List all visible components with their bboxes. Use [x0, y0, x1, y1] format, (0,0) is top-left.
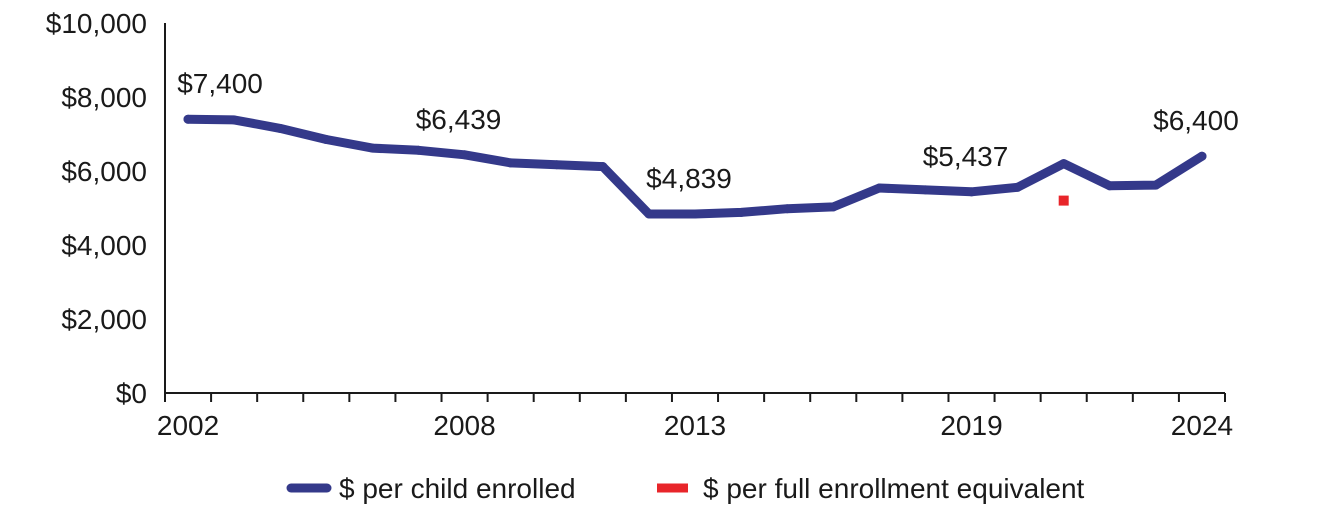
data-point-per-child — [275, 123, 285, 133]
data-point-per-child — [552, 160, 562, 170]
data-point-per-child — [598, 162, 608, 172]
legend-item-per-full-enrollment: $ per full enrollment equivalent — [657, 473, 1085, 504]
data-point-per-child — [413, 145, 423, 155]
data-label: $5,437 — [923, 141, 1009, 172]
data-labels: $7,400 $6,439 $4,839 $5,437 $6,400 — [177, 68, 1239, 194]
y-tick-label: $8,000 — [61, 82, 147, 113]
x-tick-label: 2008 — [433, 410, 495, 441]
data-point-per-child — [1151, 180, 1161, 190]
data-label: $7,400 — [177, 68, 263, 99]
x-tick-label: 2024 — [1171, 410, 1233, 441]
data-point-per-child — [183, 114, 193, 124]
data-point-per-child — [920, 185, 930, 195]
y-axis-ticks: $0 $2,000 $4,000 $6,000 $8,000 $10,000 — [46, 8, 147, 409]
data-point-per-child — [1059, 159, 1069, 169]
data-point-per-child — [1197, 151, 1207, 161]
y-tick-label: $4,000 — [61, 230, 147, 261]
y-tick-label: $10,000 — [46, 8, 147, 39]
legend-label-per-child: $ per child enrolled — [339, 473, 576, 504]
data-point-per-child — [1105, 181, 1115, 191]
data-point-per-child — [967, 187, 977, 197]
legend-label-per-full-enrollment: $ per full enrollment equivalent — [703, 473, 1085, 504]
series-layer — [183, 114, 1207, 219]
data-point-per-child — [874, 183, 884, 193]
x-tick-label: 2013 — [664, 410, 726, 441]
data-point-per-child — [367, 143, 377, 153]
data-point-per-child — [736, 207, 746, 217]
y-tick-label: $0 — [116, 378, 147, 409]
data-point-per-child — [1013, 182, 1023, 192]
x-axis-ticks: 2002 2008 2013 2019 2024 — [157, 393, 1233, 441]
data-point-per-child — [321, 135, 331, 145]
data-point-per-child — [690, 209, 700, 219]
axes — [164, 23, 1225, 394]
data-point-per-child — [644, 209, 654, 219]
data-point-per-child — [506, 158, 516, 168]
data-point-per-child — [782, 204, 792, 214]
legend-item-per-child: $ per child enrolled — [286, 473, 576, 504]
data-point-per-child — [460, 150, 470, 160]
data-point-per-child — [828, 202, 838, 212]
data-label: $6,400 — [1153, 105, 1239, 136]
x-tick-label: 2002 — [157, 410, 219, 441]
data-point-per-child — [229, 115, 239, 125]
y-tick-label: $2,000 — [61, 304, 147, 335]
data-point-per-full-enrollment — [1058, 195, 1069, 206]
y-tick-label: $6,000 — [61, 156, 147, 187]
data-label: $4,839 — [646, 163, 732, 194]
legend: $ per child enrolled $ per full enrollme… — [286, 473, 1085, 504]
data-label: $6,439 — [416, 104, 502, 135]
x-tick-label: 2019 — [940, 410, 1002, 441]
